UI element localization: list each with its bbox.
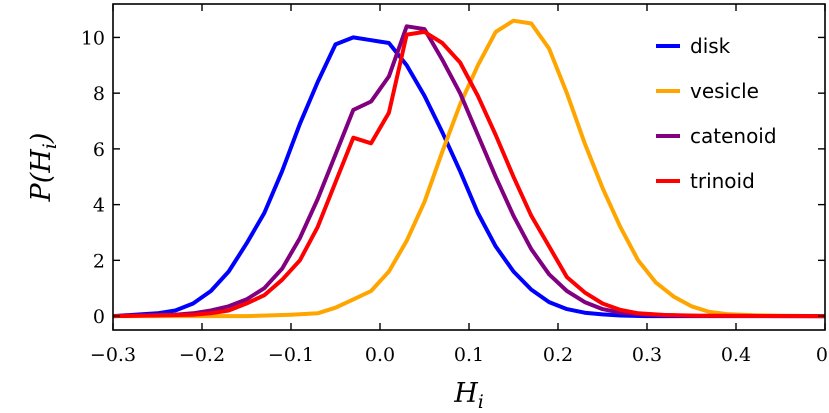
y-axis-label-prefix: P(	[26, 171, 57, 202]
x-tick-label: 0.0	[365, 344, 395, 366]
y-tick-label: 0	[93, 306, 105, 328]
x-axis-label-sub: i	[478, 391, 484, 413]
y-tick-label: 2	[93, 250, 105, 272]
series-line-catenoid	[112, 24, 826, 319]
y-axis-label-suffix: )	[26, 133, 57, 145]
y-axis-label: P(Hi)	[26, 133, 61, 203]
x-axis-label: Hi	[453, 378, 484, 413]
legend-label-trinoid: trinoid	[690, 169, 755, 193]
y-tick-label: 10	[81, 27, 105, 49]
series-line-trinoid	[112, 29, 826, 319]
x-tick-label: −0.1	[268, 344, 314, 366]
x-tick-label: 0.1	[454, 344, 484, 366]
y-axis-label-main: H	[26, 149, 57, 174]
x-tick-label: 0.2	[543, 344, 573, 366]
series-line-vesicle	[113, 18, 826, 319]
y-axis-label-sub: i	[39, 143, 61, 149]
y-tick-label: 6	[93, 139, 105, 161]
x-tick-label: −0.3	[90, 344, 136, 366]
x-tick-label: −0.2	[179, 344, 225, 366]
legend-label-catenoid: catenoid	[690, 124, 777, 148]
legend-label-vesicle: vesicle	[690, 79, 759, 103]
plot-area	[112, 18, 826, 319]
legend-label-disk: disk	[690, 34, 731, 58]
y-tick-label: 8	[93, 83, 105, 105]
x-tick-label: 0.3	[632, 344, 662, 366]
x-axis-label-main: H	[453, 378, 478, 409]
y-tick-label: 4	[93, 195, 105, 217]
x-tick-label: 0.4	[721, 344, 751, 366]
x-tick-label: 0.	[816, 344, 829, 366]
legend: disk vesicle catenoid trinoid	[656, 34, 777, 193]
